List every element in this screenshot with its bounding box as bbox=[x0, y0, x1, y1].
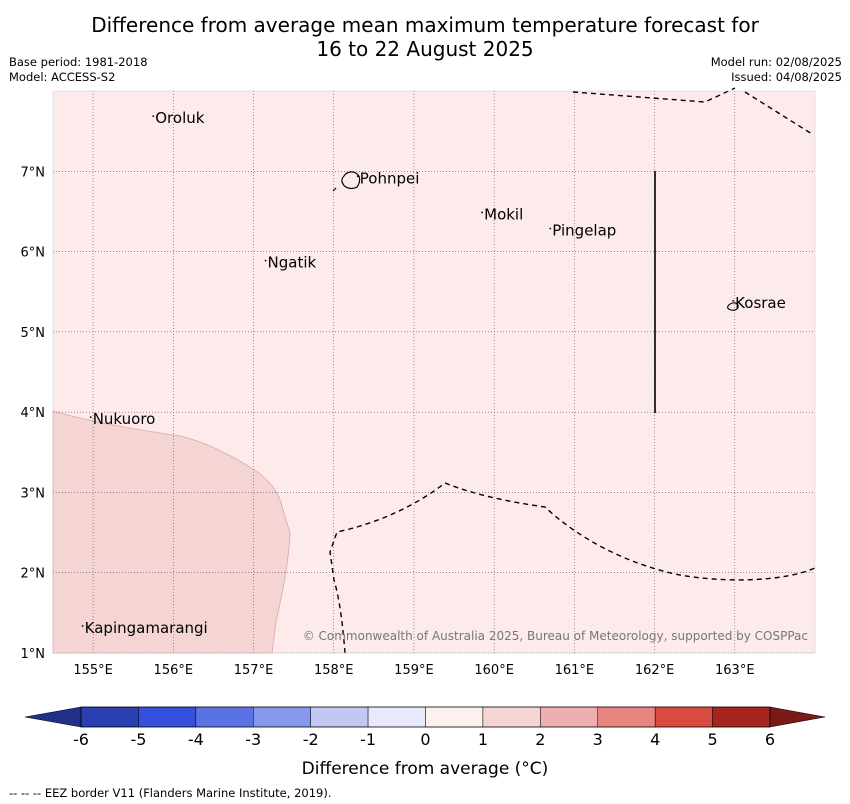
colorbar-tick-label: 6 bbox=[765, 730, 775, 749]
eez-footnote: -- -- -- EEZ border V11 (Flanders Marine… bbox=[9, 786, 332, 800]
lat-tick-label: 4°N bbox=[21, 406, 46, 421]
place-marker bbox=[356, 175, 359, 178]
warm-anomaly-region bbox=[52, 410, 291, 654]
lat-tick-label: 3°N bbox=[21, 486, 46, 501]
model-name: Model: ACCESS-S2 bbox=[9, 70, 116, 84]
lon-tick-label: 156°E bbox=[154, 663, 194, 678]
colorbar-tick-label: -5 bbox=[130, 730, 146, 749]
colorbar-segments bbox=[80, 706, 771, 728]
colorbar-tick-label: 5 bbox=[707, 730, 717, 749]
copyright-notice: © Commonwealth of Australia 2025, Bureau… bbox=[303, 629, 808, 643]
place-marker bbox=[732, 299, 735, 302]
meta-right: Model run: 02/08/2025 Issued: 04/08/2025 bbox=[711, 55, 842, 85]
lon-tick-label: 163°E bbox=[715, 663, 755, 678]
lon-tick-label: 158°E bbox=[314, 663, 354, 678]
colorbar-segment bbox=[654, 706, 713, 728]
colorbar-under-arrow bbox=[24, 706, 82, 728]
place-label: Nukuoro bbox=[93, 410, 156, 428]
place-label: Mokil bbox=[484, 205, 523, 223]
kosrae-island-outline bbox=[727, 302, 739, 311]
lon-tick-label: 162°E bbox=[635, 663, 675, 678]
place-marker bbox=[264, 259, 267, 262]
title-line-1: Difference from average mean maximum tem… bbox=[91, 13, 759, 37]
map-frame bbox=[52, 90, 816, 654]
colorbar-tick-label: -4 bbox=[188, 730, 204, 749]
place-label: Ngatik bbox=[268, 254, 317, 272]
colorbar-tick-label: -1 bbox=[360, 730, 376, 749]
colorbar-tick-label: 3 bbox=[593, 730, 603, 749]
place-marker bbox=[152, 115, 155, 118]
longitude-tick-labels: 155°E 156°E 157°E 158°E 159°E 160°E 161°E 162°E… bbox=[73, 663, 754, 678]
colorbar: -6 -5 -4 -3 -2 -1 0 1 2 3 4 5 6 Difference from aver… bbox=[24, 706, 826, 779]
eez-border-south bbox=[329, 482, 816, 654]
lat-tick-label: 1°N bbox=[21, 647, 46, 662]
colorbar-tick-label: 1 bbox=[478, 730, 488, 749]
colorbar-frame bbox=[80, 706, 771, 728]
place-label: Pingelap bbox=[552, 222, 616, 240]
eez-border-north bbox=[572, 87, 813, 135]
lat-tick-label: 6°N bbox=[21, 246, 46, 261]
colorbar-tick-label: -2 bbox=[303, 730, 319, 749]
model-run-date: Model run: 02/08/2025 bbox=[710, 55, 842, 69]
place-label: Oroluk bbox=[155, 109, 204, 127]
place-marker bbox=[481, 211, 484, 214]
issued-date: Issued: 04/08/2025 bbox=[731, 70, 842, 84]
colorbar-tick-label: -6 bbox=[73, 730, 89, 749]
title-line-2: 16 to 22 August 2025 bbox=[316, 37, 534, 61]
colorbar-segment bbox=[482, 706, 541, 728]
colorbar-tick-label: -3 bbox=[245, 730, 261, 749]
colorbar-segment bbox=[195, 706, 254, 728]
pohnpei-island-outline bbox=[341, 171, 361, 190]
colorbar-segment bbox=[712, 706, 771, 728]
pohnpei-islet bbox=[332, 187, 337, 192]
meta-left: Base period: 1981-2018 Model: ACCESS-S2 bbox=[9, 55, 148, 85]
lat-tick-label: 7°N bbox=[21, 165, 46, 180]
place-label: Kapingamarangi bbox=[85, 619, 208, 637]
latitude-tick-labels: 1°N 2°N 3°N 4°N 5°N 6°N 7°N bbox=[21, 165, 46, 662]
place-marker bbox=[549, 227, 552, 230]
place-marker bbox=[89, 416, 92, 419]
place-label: Pohnpei bbox=[360, 169, 420, 187]
lon-tick-label: 159°E bbox=[394, 663, 434, 678]
place-labels: Oroluk Pohnpei Mokil Pingelap Ngatik Kosrae Nu… bbox=[81, 109, 786, 637]
colorbar-over-arrow bbox=[769, 706, 826, 728]
colorbar-tick-label: 4 bbox=[650, 730, 660, 749]
colorbar-tick-label: 0 bbox=[420, 730, 430, 749]
colorbar-segment bbox=[310, 706, 369, 728]
lon-tick-label: 160°E bbox=[474, 663, 514, 678]
colorbar-segment bbox=[253, 706, 311, 728]
base-period: Base period: 1981-2018 bbox=[9, 55, 148, 69]
colorbar-segment bbox=[540, 706, 598, 728]
colorbar-segment bbox=[138, 706, 197, 728]
colorbar-segment bbox=[80, 706, 139, 728]
colorbar-segment bbox=[367, 706, 426, 728]
lon-tick-label: 157°E bbox=[234, 663, 274, 678]
lat-tick-label: 2°N bbox=[21, 567, 46, 582]
colorbar-tick-label: 2 bbox=[535, 730, 545, 749]
map-area: Oroluk Pohnpei Mokil Pingelap Ngatik Kosrae Nu… bbox=[52, 87, 816, 654]
colorbar-tick-labels: -6 -5 -4 -3 -2 -1 0 1 2 3 4 5 6 bbox=[73, 730, 775, 749]
map-title: Difference from average mean maximum tem… bbox=[0, 13, 850, 61]
lat-tick-label: 5°N bbox=[21, 326, 46, 341]
lon-tick-label: 155°E bbox=[73, 663, 113, 678]
colorbar-segment bbox=[597, 706, 656, 728]
lon-tick-label: 161°E bbox=[555, 663, 595, 678]
colorbar-segment bbox=[425, 706, 484, 728]
place-marker bbox=[81, 625, 84, 627]
place-label: Kosrae bbox=[735, 294, 786, 312]
colorbar-label: Difference from average (°C) bbox=[302, 759, 549, 779]
